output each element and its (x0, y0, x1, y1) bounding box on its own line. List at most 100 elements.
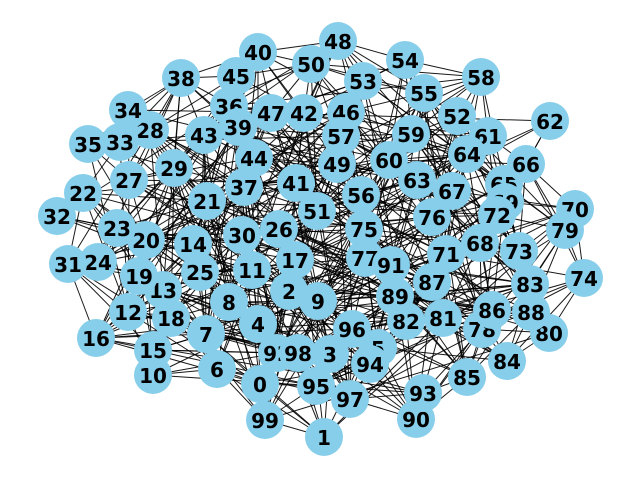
node-circle (405, 74, 443, 112)
graph-node: 74 (565, 259, 603, 297)
node-circle (372, 246, 410, 284)
node-label: 93 (409, 382, 437, 406)
node-circle (285, 94, 323, 132)
graph-node: 64 (448, 135, 486, 173)
node-label: 7 (199, 323, 213, 347)
node-circle (448, 358, 486, 396)
node-circle (342, 176, 380, 214)
node-label: 79 (551, 219, 579, 243)
node-label: 18 (157, 307, 185, 331)
node-label: 49 (323, 153, 351, 177)
node-label: 87 (418, 271, 446, 295)
graph-edge (192, 182, 297, 245)
node-circle (217, 57, 255, 95)
node-label: 84 (493, 350, 521, 374)
node-circle (77, 319, 115, 357)
node-label: 30 (228, 224, 256, 248)
node-label: 45 (222, 65, 250, 89)
node-circle (109, 293, 147, 331)
node-label: 20 (132, 229, 160, 253)
graph-node: 9 (299, 282, 337, 320)
graph-node: 47 (252, 94, 290, 132)
node-circle (279, 334, 317, 372)
node-label: 63 (403, 169, 431, 193)
node-label: 68 (466, 232, 494, 256)
node-label: 8 (222, 291, 236, 315)
node-label: 54 (391, 49, 419, 73)
graph-node: 3 (311, 335, 349, 373)
node-label: 6 (210, 358, 224, 382)
graph-node: 89 (376, 277, 414, 315)
graph-edge (128, 179, 243, 236)
node-circle (345, 210, 383, 248)
node-label: 25 (186, 261, 214, 285)
graph-node: 96 (333, 310, 371, 348)
node-circle (351, 345, 389, 383)
node-label: 27 (115, 169, 143, 193)
node-label: 4 (251, 313, 265, 337)
node-circle (101, 123, 139, 161)
node-label: 67 (438, 180, 466, 204)
graph-node: 63 (398, 161, 436, 199)
node-circle (311, 335, 349, 373)
node-label: 23 (103, 217, 131, 241)
node-circle (188, 182, 226, 220)
graph-edge (228, 301, 353, 330)
node-label: 37 (230, 176, 258, 200)
graph-node: 73 (500, 232, 538, 270)
node-label: 1 (317, 426, 331, 450)
graph-node: 18 (152, 299, 190, 337)
graph-node: 91 (372, 246, 410, 284)
node-circle (292, 45, 330, 83)
node-circle (461, 224, 499, 262)
node-circle (413, 263, 451, 301)
graph-node: 60 (370, 141, 408, 179)
node-label: 11 (238, 259, 266, 283)
graph-node: 75 (345, 210, 383, 248)
node-label: 17 (281, 249, 309, 273)
node-label: 74 (570, 267, 598, 291)
node-label: 86 (478, 299, 506, 323)
node-label: 90 (402, 408, 430, 432)
node-label: 91 (377, 254, 405, 278)
node-label: 3 (323, 343, 337, 367)
graph-node: 58 (462, 58, 500, 96)
node-circle (376, 277, 414, 315)
graph-node: 23 (98, 209, 136, 247)
node-circle (110, 161, 148, 199)
node-circle (225, 168, 263, 206)
node-label: 44 (240, 147, 268, 171)
node-circle (127, 221, 165, 259)
graph-node: 20 (127, 221, 165, 259)
node-label: 98 (284, 342, 312, 366)
node-label: 16 (82, 327, 110, 351)
graph-node: 19 (120, 257, 158, 295)
node-circle (511, 265, 549, 303)
node-label: 89 (381, 285, 409, 309)
node-circle (239, 305, 277, 343)
graph-node: 72 (478, 196, 516, 234)
node-label: 83 (516, 273, 544, 297)
node-label: 42 (290, 102, 318, 126)
node-label: 47 (257, 102, 285, 126)
graph-node: 98 (279, 334, 317, 372)
graph-edge (264, 257, 366, 421)
node-circle (299, 282, 337, 320)
node-label: 97 (336, 388, 364, 412)
node-circle (241, 365, 279, 403)
node-circle (298, 192, 336, 230)
node-circle (404, 374, 442, 412)
node-circle (512, 293, 550, 331)
graph-node: 39 (219, 108, 257, 146)
graph-node: 15 (134, 331, 172, 369)
graph-node: 88 (512, 293, 550, 331)
node-circle (478, 196, 516, 234)
graph-node: 81 (424, 299, 462, 337)
graph-node: 2 (270, 272, 308, 310)
graph-node: 55 (405, 74, 443, 112)
graph-node: 45 (217, 57, 255, 95)
node-circle (565, 259, 603, 297)
node-circle (260, 210, 298, 248)
node-circle (64, 174, 102, 212)
node-label: 51 (303, 200, 331, 224)
